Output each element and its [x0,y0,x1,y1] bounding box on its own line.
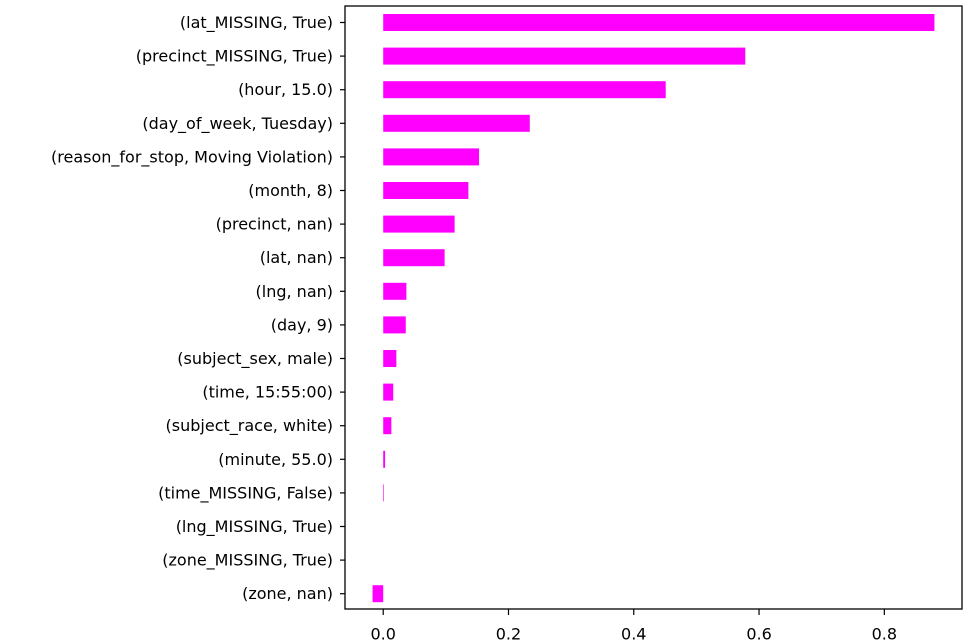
y-tick-label: (subject_sex, male) [177,349,333,369]
y-axis: (lat_MISSING, True) (precinct_MISSING, Tr… [51,13,345,603]
plot-frame [344,5,963,610]
y-tick-label: (minute, 55.0) [218,450,333,469]
bar [383,484,384,502]
y-tick-label: (day, 9) [271,315,333,334]
bar [383,350,397,367]
bar [383,114,530,132]
y-tick-label: (day_of_week, Tuesday) [142,114,333,134]
y-tick-label: (reason_for_stop, Moving Violation) [51,147,333,167]
x-tick-label: 0.2 [496,625,521,643]
y-tick-label: (lat_MISSING, True) [180,13,333,33]
x-axis: 0.0 0.2 0.4 0.6 0.8 [370,609,897,643]
y-tick-label: (zone, nan) [242,584,333,603]
y-tick-label: (lng_MISSING, True) [176,517,333,537]
y-tick-label: (precinct_MISSING, True) [136,47,333,67]
y-tick-label: (time, 15:55:00) [202,383,333,402]
y-tick-label: (precinct, nan) [216,215,333,234]
y-tick-label: (month, 8) [248,181,333,200]
x-tick-label: 0.8 [872,625,897,643]
bar [383,316,406,334]
x-tick-label: 0.0 [370,625,395,643]
bar [383,182,469,199]
bar [383,450,386,468]
bar [383,81,666,99]
y-tick-label: (lng, nan) [256,282,333,301]
y-tick-label: (zone_MISSING, True) [162,551,333,571]
y-tick-label: (subject_race, white) [166,416,333,436]
bar [372,585,384,603]
y-tick-label: (hour, 15.0) [238,80,333,99]
bars-layer [372,14,935,603]
y-tick-label: (lat, nan) [260,248,333,267]
bar [383,282,407,300]
bar [383,249,445,267]
x-tick-label: 0.6 [746,625,771,643]
bar [383,14,935,31]
x-tick-label: 0.4 [621,625,646,643]
bar [383,383,394,401]
bar [383,215,455,233]
bar [383,417,392,435]
bar [383,47,746,65]
bar [383,148,480,166]
y-tick-label: (time_MISSING, False) [158,483,333,503]
